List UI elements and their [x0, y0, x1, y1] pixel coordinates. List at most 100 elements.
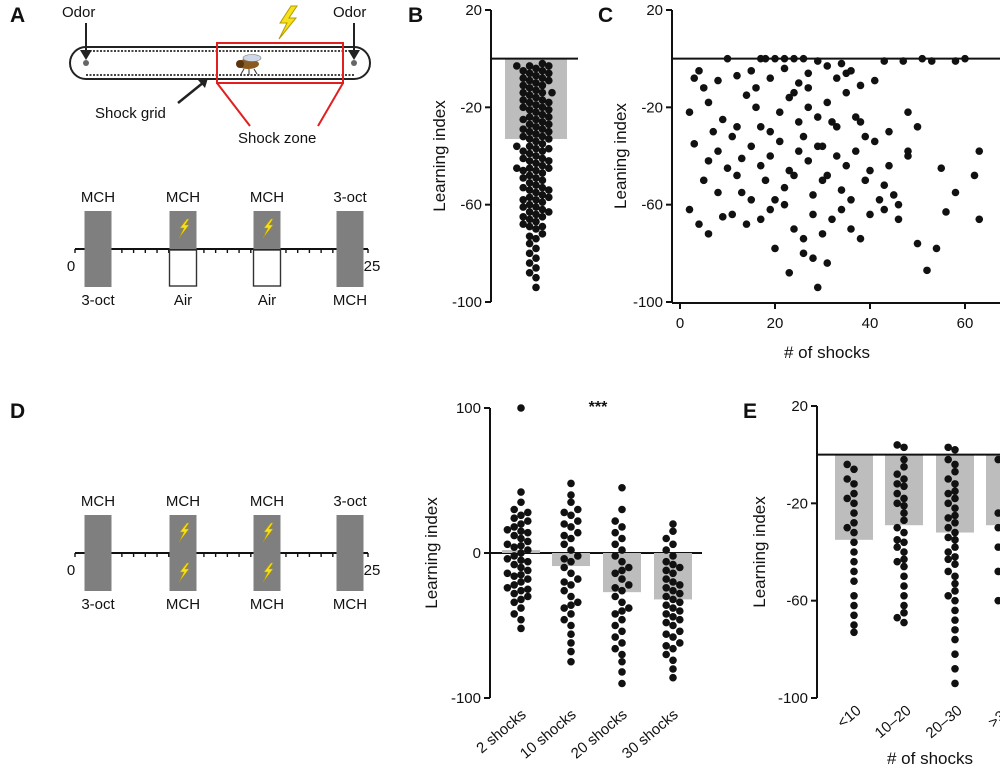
data-point: [885, 127, 893, 136]
data-point: [662, 534, 670, 543]
y-tick-label: -20: [641, 99, 663, 116]
data-point: [870, 76, 879, 85]
y-tick-label: -100: [633, 294, 663, 311]
data-point: [618, 598, 626, 607]
data-point: [560, 555, 568, 563]
data-point: [718, 115, 727, 124]
data-point: [618, 668, 626, 676]
data-point: [519, 96, 527, 104]
data-point: [893, 489, 901, 498]
data-point: [893, 543, 901, 551]
data-point: [900, 562, 908, 571]
data-point: [951, 626, 959, 634]
data-point: [951, 635, 959, 644]
data-point: [574, 552, 582, 560]
protocol-label-bottom: Air: [258, 292, 276, 309]
data-point: [975, 215, 984, 224]
shock-zone-pointer-right: [317, 82, 344, 127]
chart-e: 20 -20 -60 -100 Learning index <10 10–20 20–30 >…: [750, 398, 1000, 768]
data-point: [880, 181, 889, 189]
data-point: [532, 234, 540, 243]
data-point: [611, 644, 619, 653]
x-tick-label: 60: [957, 315, 974, 332]
data-point: [545, 105, 553, 114]
data-point: [525, 215, 534, 224]
tube-outline: [69, 46, 371, 80]
data-point: [538, 74, 547, 82]
odor-label-right: Odor: [333, 4, 366, 21]
data-point: [567, 639, 575, 647]
data-point: [893, 470, 901, 478]
data-point: [519, 166, 527, 175]
data-point: [538, 59, 547, 68]
data-point: [799, 249, 808, 258]
data-point: [823, 171, 832, 180]
protocol-label-top: MCH: [250, 189, 284, 206]
data-point: [532, 101, 540, 109]
data-point: [611, 528, 619, 537]
data-point: [538, 205, 547, 214]
data-point: [545, 62, 553, 70]
data-point: [850, 480, 858, 488]
data-point: [538, 132, 547, 141]
data-point: [545, 98, 553, 107]
data-point: [799, 132, 808, 141]
data-point: [532, 273, 540, 282]
data-point: [545, 186, 553, 194]
data-point: [532, 283, 540, 292]
data-point: [842, 88, 851, 97]
data-point: [676, 598, 684, 607]
data-point: [525, 113, 534, 121]
data-point: [510, 598, 518, 607]
data-point: [850, 592, 858, 600]
data-point: [669, 621, 677, 630]
data-point: [510, 581, 518, 589]
data-point: [704, 157, 713, 165]
odor-label-left: Odor: [62, 4, 95, 21]
data-point: [843, 494, 851, 503]
data-point: [850, 567, 858, 576]
data-point: [944, 489, 952, 498]
data-point: [850, 519, 858, 527]
protocol-label-bottom: 3-oct: [81, 292, 115, 309]
data-point: [951, 679, 959, 688]
data-point: [532, 210, 540, 219]
data-point: [785, 93, 794, 102]
data-point: [913, 239, 922, 248]
data-point: [567, 601, 575, 609]
data-point: [525, 120, 534, 129]
data-point: [893, 499, 901, 508]
data-point: [951, 511, 959, 520]
y-tick-label: -20: [786, 495, 808, 512]
data-point: [625, 563, 633, 572]
data-point: [861, 176, 870, 185]
data-point: [545, 164, 553, 172]
y-tick-label: 20: [465, 2, 482, 19]
data-point: [517, 586, 525, 595]
data-point: [975, 147, 984, 155]
data-point: [913, 123, 922, 131]
data-point: [517, 534, 525, 543]
data-point: [942, 208, 950, 216]
data-point: [545, 120, 553, 129]
data-point: [828, 215, 836, 224]
data-point: [714, 76, 722, 85]
data-point: [850, 557, 858, 566]
odor-block-bottom: [336, 249, 364, 287]
data-point: [611, 633, 619, 641]
data-point: [847, 196, 855, 204]
data-point: [517, 563, 525, 572]
data-point: [823, 62, 832, 70]
x-tick-label: 20: [767, 315, 784, 332]
data-point: [737, 188, 746, 197]
data-point: [843, 475, 851, 483]
data-point: [851, 113, 860, 121]
data-point: [900, 609, 908, 617]
data-point: [944, 592, 952, 600]
data-point: [900, 572, 908, 581]
data-point: [900, 538, 908, 547]
data-point: [525, 62, 534, 70]
x-tick-label: 10 shocks: [517, 706, 580, 762]
protocol-label-top: 3-oct: [333, 189, 367, 206]
data-point: [524, 517, 532, 525]
